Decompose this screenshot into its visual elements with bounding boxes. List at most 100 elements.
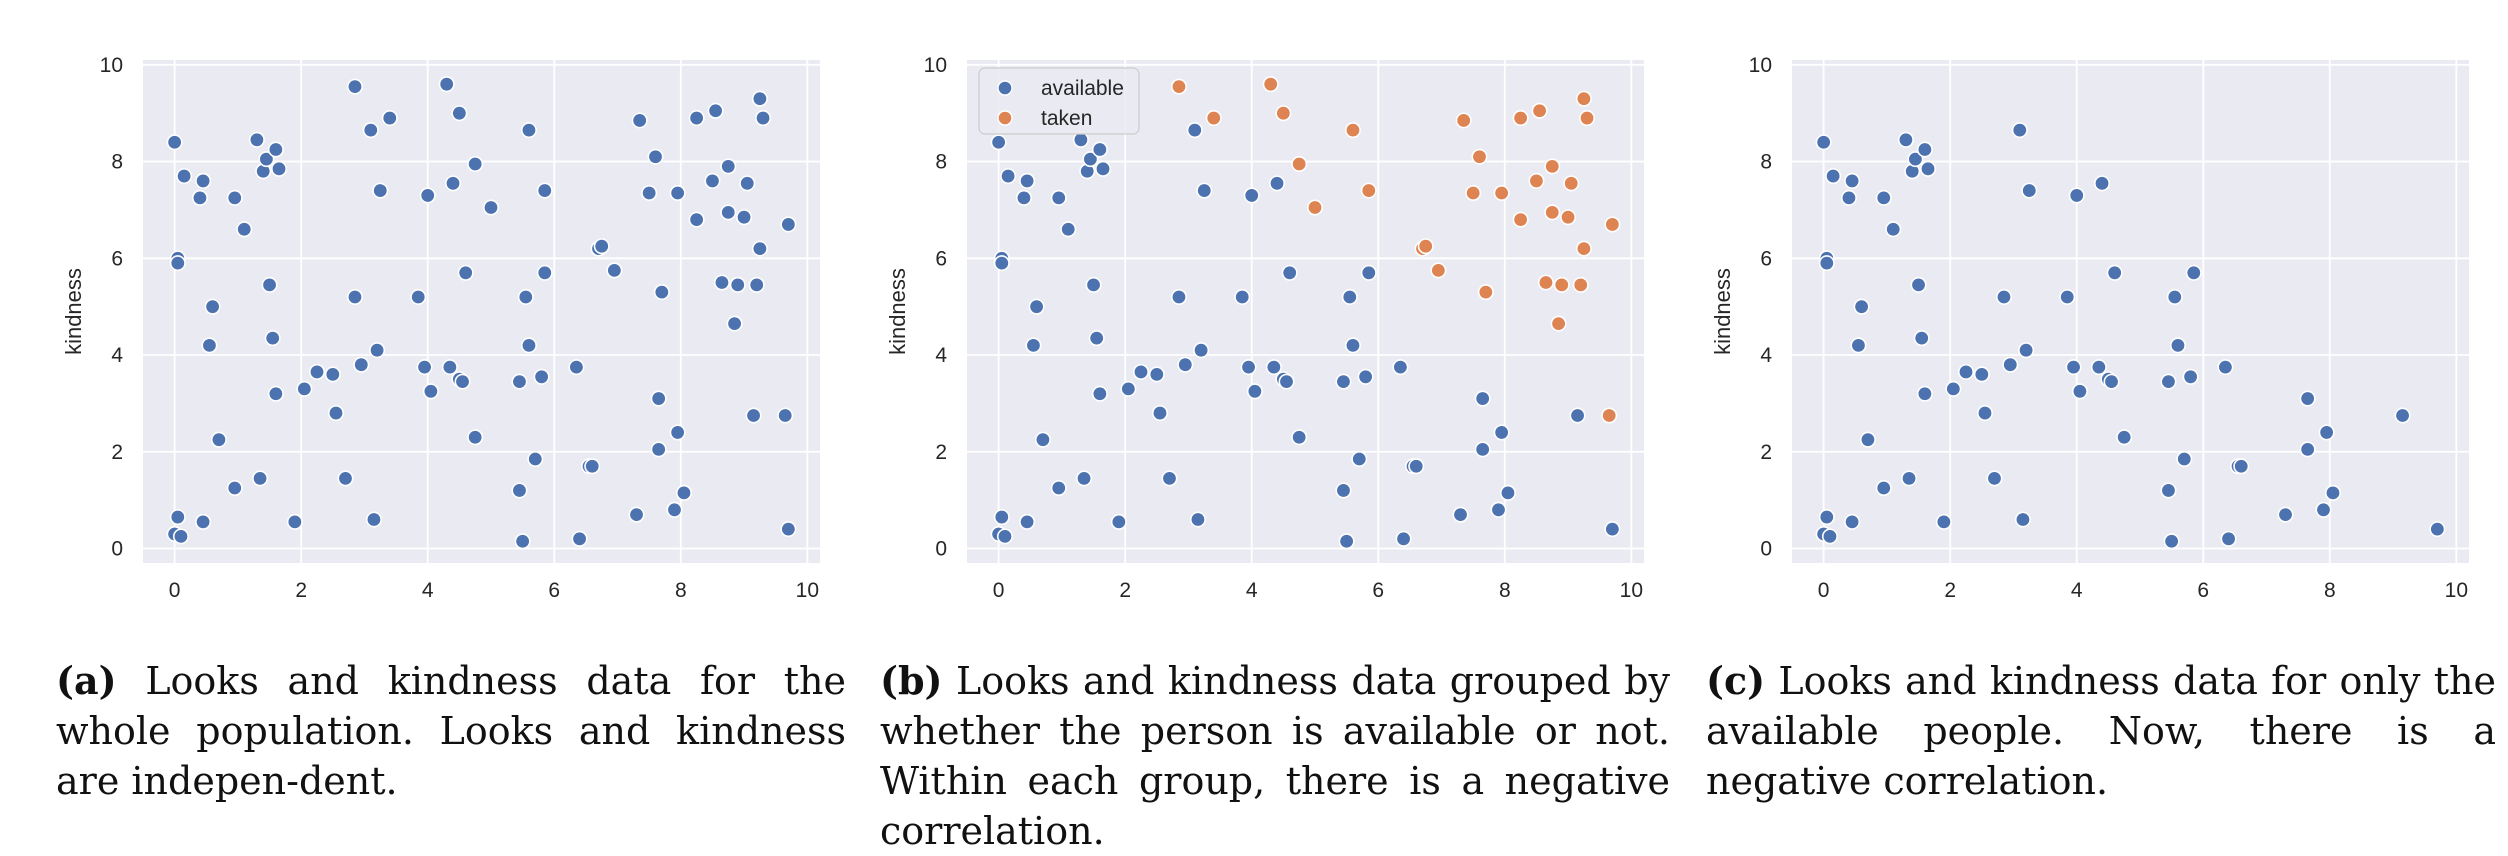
data-point <box>1360 264 1377 281</box>
data-point <box>720 204 737 221</box>
data-point <box>688 211 705 228</box>
data-point <box>1193 342 1210 359</box>
data-point <box>1120 380 1137 397</box>
data-point <box>362 122 379 139</box>
data-point <box>669 424 686 441</box>
data-point <box>191 189 208 206</box>
x-tick-label: 2 <box>1119 579 1131 600</box>
data-point <box>1493 424 1510 441</box>
data-point <box>1351 451 1368 468</box>
data-point <box>226 189 243 206</box>
data-point <box>441 359 458 376</box>
chart-panel-2: 02468100246810lookskindness <box>1710 54 2469 600</box>
data-point <box>2220 530 2237 547</box>
data-point <box>1050 189 1067 206</box>
data-point <box>1528 172 1545 189</box>
y-tick-label: 10 <box>1749 54 1772 77</box>
y-axis-label: kindness <box>885 268 910 355</box>
data-point <box>650 441 667 458</box>
y-tick-label: 0 <box>111 537 123 560</box>
data-point <box>1025 337 1042 354</box>
data-point <box>777 407 794 424</box>
x-tick-label: 0 <box>1818 579 1830 600</box>
data-point <box>2071 383 2088 400</box>
data-point <box>745 407 762 424</box>
data-point <box>2103 373 2120 390</box>
data-point <box>261 276 278 293</box>
plot-area <box>1792 60 2469 563</box>
data-point <box>1579 110 1596 127</box>
data-point <box>365 511 382 528</box>
data-point <box>1853 298 1870 315</box>
data-point <box>1306 199 1323 216</box>
data-point <box>593 238 610 255</box>
data-point <box>1986 470 2003 487</box>
data-point <box>467 155 484 172</box>
x-tick-label: 10 <box>796 579 819 600</box>
data-point <box>2059 288 2076 305</box>
data-point <box>1916 141 1933 158</box>
data-point <box>176 168 193 185</box>
data-point <box>252 470 269 487</box>
data-point <box>324 366 341 383</box>
y-tick-label: 4 <box>111 344 123 367</box>
data-point <box>1920 160 1937 177</box>
data-point <box>1604 521 1621 538</box>
data-point <box>675 484 692 501</box>
data-point <box>751 240 768 257</box>
caption-b: (b) Looks and kindness data grouped by w… <box>880 656 1670 856</box>
data-point <box>2160 482 2177 499</box>
chart-panel-1: 02468100246810lookskindnessavailabletake… <box>885 54 1644 600</box>
data-point <box>2277 506 2294 523</box>
data-point <box>1357 368 1374 385</box>
data-point <box>755 110 772 127</box>
data-point <box>1957 363 1974 380</box>
data-point <box>993 255 1010 272</box>
data-point <box>416 359 433 376</box>
data-point <box>1189 511 1206 528</box>
data-point <box>1360 182 1377 199</box>
data-point <box>1110 513 1127 530</box>
data-point <box>520 337 537 354</box>
data-point <box>704 172 721 189</box>
data-point <box>1452 506 1469 523</box>
data-point <box>2021 182 2038 199</box>
data-point <box>451 105 468 122</box>
data-point <box>346 288 363 305</box>
data-point <box>1916 385 1933 402</box>
data-point <box>1544 158 1561 175</box>
caption-c: (c) Looks and kindness data for only the… <box>1706 656 2496 806</box>
y-axis-label: kindness <box>61 268 86 355</box>
data-point <box>1601 407 1618 424</box>
data-point <box>1076 470 1093 487</box>
data-point <box>2299 390 2316 407</box>
data-point <box>327 405 344 422</box>
data-point <box>1910 276 1927 293</box>
data-point <box>2299 441 2316 458</box>
data-point <box>780 521 797 538</box>
data-point <box>1291 155 1308 172</box>
data-point <box>1151 405 1168 422</box>
y-tick-label: 2 <box>111 441 123 464</box>
data-point <box>533 368 550 385</box>
data-point <box>353 356 370 373</box>
data-point <box>2185 264 2202 281</box>
data-point <box>1935 513 1952 530</box>
data-point <box>1243 187 1260 204</box>
data-point <box>1082 151 1099 168</box>
data-point <box>2094 175 2111 192</box>
data-point <box>647 148 664 165</box>
data-point <box>726 315 743 332</box>
data-point <box>1344 122 1361 139</box>
data-point <box>1976 405 1993 422</box>
data-point <box>1341 288 1358 305</box>
y-tick-label: 0 <box>1760 537 1772 560</box>
data-point <box>1335 373 1352 390</box>
caption-c-label: (c) <box>1706 658 1766 703</box>
data-point <box>267 141 284 158</box>
data-point <box>1344 337 1361 354</box>
data-point <box>410 288 427 305</box>
data-point <box>1474 441 1491 458</box>
data-point <box>169 509 186 526</box>
data-point <box>1875 480 1892 497</box>
